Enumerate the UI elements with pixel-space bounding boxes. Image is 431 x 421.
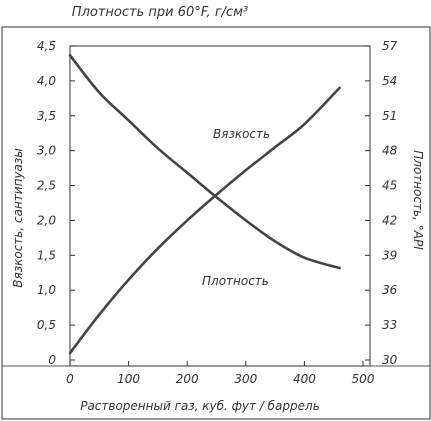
y-right-axis-label: Плотность, °API: [411, 150, 425, 250]
y-right-tick-label: 30: [382, 353, 398, 367]
y-right-tick-label: 57: [382, 39, 398, 53]
x-tick-label: 200: [176, 372, 199, 386]
viscosity-annotation: Вязкость: [213, 127, 270, 141]
y-left-tick-label: 2,5: [37, 179, 56, 193]
x-tick-label: 400: [293, 372, 316, 386]
x-tick-label: 100: [117, 372, 140, 386]
y-left-tick-label: 3,5: [37, 109, 56, 123]
y-right-tick-label: 54: [382, 74, 397, 88]
y-left-tick-label: 3,0: [37, 144, 56, 158]
y-right-tick-label: 45: [382, 179, 397, 193]
y-left-tick-label: 4,5: [37, 39, 56, 53]
y-left-tick-label: 1,0: [37, 283, 56, 297]
y-left-tick-label: 0: [48, 353, 56, 367]
y-right-tick-label: 51: [382, 109, 397, 123]
viscosity-curve: [68, 86, 341, 355]
x-tick-label: 500: [352, 372, 375, 386]
y-left-tick-label: 2,0: [37, 213, 56, 227]
y-right-tick-label: 36: [382, 283, 398, 297]
density-curve: [68, 54, 341, 270]
density-annotation: Плотность: [202, 274, 269, 288]
y-right-tick-label: 48: [382, 144, 398, 158]
outer-frame: [1, 26, 431, 420]
y-left-tick-label: 0,5: [37, 318, 56, 332]
plot-frame: [69, 45, 371, 367]
tick-group: 0 100 200 300 400 500 0 0,5 1,0 1,5 2,0 2,5 3,0 3,5 4,…: [37, 39, 398, 386]
chart-title: Плотность при 60°F, г/см³: [72, 5, 248, 20]
y-right-tick-label: 39: [382, 248, 397, 262]
curve-group: [68, 54, 341, 355]
y-left-tick-label: 1,5: [37, 248, 56, 262]
x-tick-label: 300: [234, 372, 257, 386]
x-tick-label: 0: [66, 372, 74, 386]
y-left-tick-label: 4,0: [37, 74, 56, 88]
y-right-tick-label: 42: [382, 213, 397, 227]
y-left-axis-label: Вязкость, сантипуазы: [11, 148, 25, 287]
x-axis-label: Растворенный газ, куб. фут / баррель: [80, 399, 320, 413]
y-right-tick-label: 33: [382, 318, 397, 332]
